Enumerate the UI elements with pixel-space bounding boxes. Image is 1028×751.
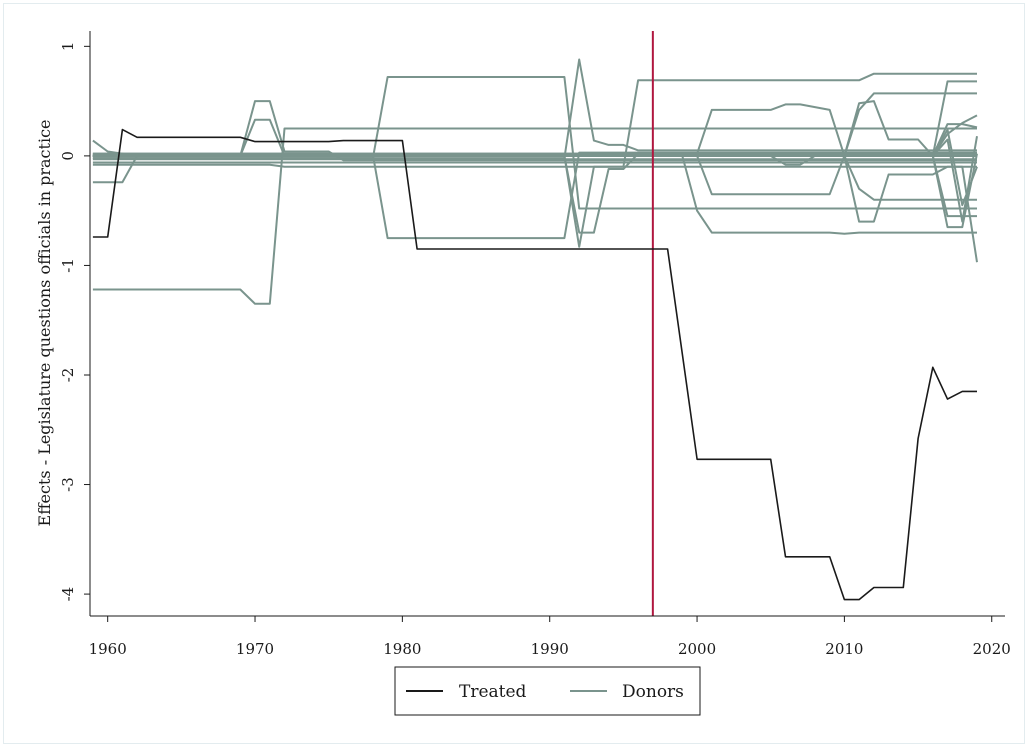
y-tick-label: -2 [59,368,77,383]
donor-series-line-1 [92,127,977,305]
y-tick-label: 1 [59,42,77,52]
donor-series-line-19 [92,80,977,157]
legend-box [394,666,701,716]
donor-series-line-26 [92,163,977,168]
legend-label-treated: Treated [459,682,527,702]
donor-series-group [92,58,978,305]
x-tick-label: 2010 [825,640,863,658]
treated-series-line [92,128,977,601]
x-tick-label: 2000 [678,640,716,658]
x-tick-label: 1960 [89,640,127,658]
legend-label-donors: Donors [622,682,684,702]
donor-series-line-13 [92,103,977,157]
y-tick-label: 0 [59,151,77,161]
x-tick-label: 1980 [383,640,421,658]
donor-series-line-8 [92,58,977,160]
y-axis-title: Effects - Legislature questions official… [35,120,54,527]
legend: Treated Donors [394,666,701,716]
y-tick-label: -3 [59,477,77,492]
x-tick-label: 1990 [531,640,569,658]
donor-series-line-6 [92,76,977,210]
donor-series-line-15 [92,100,978,229]
donor-series-line-17 [92,92,977,157]
figure-frame: 1960 1970 1980 1990 2000 2010 2020 1 0 -1 -2 -3 -4 E… [3,3,1025,744]
x-tick-label: 1970 [236,640,274,658]
y-tick-label: -1 [59,258,77,273]
x-tick-label: 2020 [973,640,1011,658]
axes-group: 1960 1970 1980 1990 2000 2010 2020 1 0 -1 -2 -3 -4 [59,31,1011,658]
donor-series-line-2 [92,100,977,162]
y-tick-label: -4 [59,587,77,602]
donor-series-line-7 [92,151,977,240]
line-chart: 1960 1970 1980 1990 2000 2010 2020 1 0 -1 -2 -3 -4 E… [35,31,1011,716]
donor-series-line-9 [92,72,977,248]
treated-series-group [92,128,977,601]
